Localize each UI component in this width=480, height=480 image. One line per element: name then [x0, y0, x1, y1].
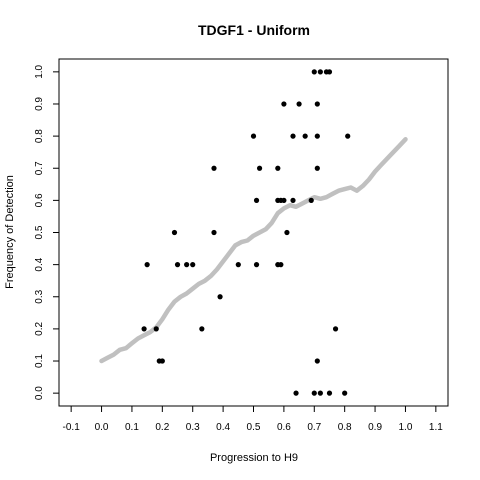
- x-tick-label: -0.1: [63, 422, 81, 433]
- scatter-point: [235, 262, 241, 268]
- scatter-point: [293, 390, 299, 396]
- scatter-point: [314, 133, 320, 139]
- x-axis-label: Progression to H9: [210, 452, 298, 464]
- scatter-point: [314, 358, 320, 364]
- scatter-point: [296, 101, 302, 107]
- scatter-point: [159, 358, 165, 364]
- x-tick-label: 0.1: [125, 422, 139, 433]
- chart-title: TDGF1 - Uniform: [198, 22, 310, 38]
- scatter-point: [211, 165, 217, 171]
- scatter-points-series: [141, 69, 351, 396]
- scatter-point: [184, 262, 190, 268]
- scatter-point: [302, 133, 308, 139]
- scatter-point: [153, 326, 159, 332]
- x-tick-label: 0.5: [247, 422, 261, 433]
- scatter-point: [275, 165, 281, 171]
- scatter-point: [253, 197, 260, 203]
- scatter-point: [314, 165, 320, 171]
- scatter-point: [311, 390, 317, 396]
- y-tick-label: 0.3: [34, 289, 45, 303]
- scatter-point: [284, 229, 290, 236]
- y-tick-label: 0.2: [34, 322, 45, 336]
- x-tick-label: 0.7: [307, 422, 321, 433]
- scatter-point: [250, 133, 257, 139]
- scatter-point: [290, 133, 296, 139]
- x-tick-label: 0.0: [95, 422, 109, 433]
- scatter-point: [275, 262, 281, 268]
- scatter-point: [314, 101, 320, 107]
- y-axis: 0.0 0.1 0.2 0.3 0.4 0.5 0.6 0.7 0.8 0.9 1.0: [34, 64, 59, 400]
- x-tick-label: 0.2: [155, 422, 169, 433]
- scatter-point: [199, 326, 205, 332]
- y-tick-label: 0.8: [34, 129, 45, 143]
- scatter-point: [317, 390, 323, 396]
- scatter-point: [332, 326, 339, 332]
- y-tick-label: 0.1: [34, 354, 45, 368]
- y-tick-label: 1.0: [34, 64, 45, 78]
- scatter-point: [217, 294, 223, 300]
- scatter-point: [190, 262, 196, 268]
- x-tick-label: 0.9: [368, 422, 382, 433]
- scatter-point: [144, 262, 150, 268]
- scatter-point: [308, 197, 314, 203]
- y-tick-label: 0.0: [34, 386, 45, 400]
- y-tick-label: 0.4: [34, 257, 45, 271]
- scatter-point: [311, 69, 317, 75]
- scatter-point: [342, 390, 348, 396]
- y-tick-label: 0.6: [34, 193, 45, 207]
- y-axis-label: Frequency of Detection: [4, 175, 16, 289]
- scatter-point: [256, 165, 263, 171]
- scatter-point: [141, 326, 147, 332]
- scatter-point: [326, 69, 333, 75]
- scatter-point: [290, 197, 296, 203]
- x-tick-label: 0.6: [277, 422, 291, 433]
- scatter-point: [345, 133, 351, 139]
- scatter-point: [211, 229, 217, 236]
- trend-line: [99, 137, 408, 364]
- y-tick-label: 0.9: [34, 97, 45, 111]
- scatter-point: [174, 262, 181, 268]
- scatter-point: [317, 69, 323, 75]
- x-tick-label: 0.3: [186, 422, 200, 433]
- scatter-point: [326, 390, 333, 396]
- scatter-point: [253, 262, 260, 268]
- x-axis: -0.1 0.0 0.1 0.2 0.3 0.4 0.5 0.6 0.7 0.8 0.9 1.0 1.1: [63, 406, 443, 433]
- y-tick-label: 0.7: [34, 161, 45, 175]
- scatter-point: [171, 229, 178, 236]
- scatter-point: [281, 101, 287, 107]
- x-tick-label: 1.0: [399, 422, 413, 433]
- trend-line-series: [99, 137, 408, 364]
- x-tick-label: 0.8: [338, 422, 352, 433]
- x-tick-label: 1.1: [429, 422, 443, 433]
- y-tick-label: 0.5: [34, 225, 45, 239]
- scatter-point: [281, 197, 287, 203]
- x-tick-label: 0.4: [216, 422, 230, 433]
